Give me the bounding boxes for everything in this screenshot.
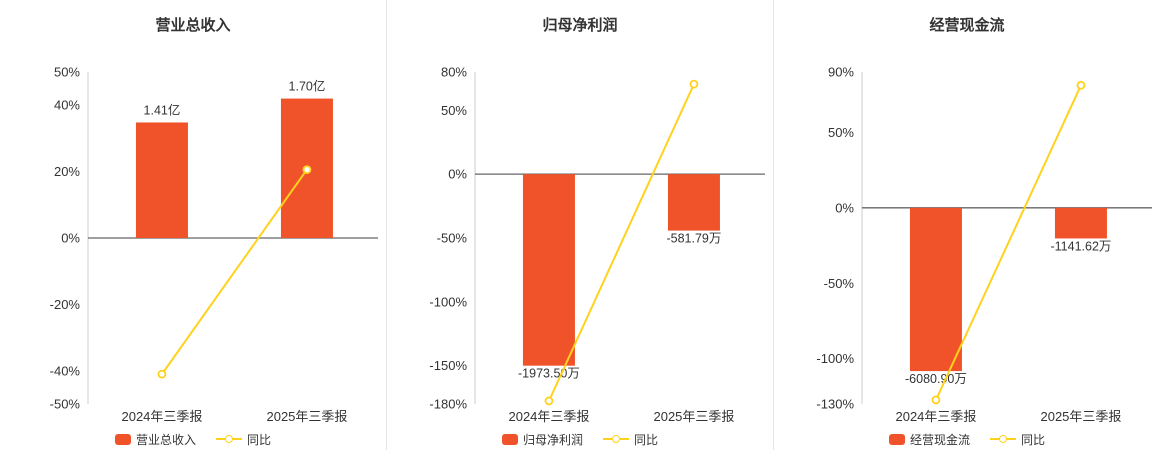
y-tick-label: 0% bbox=[448, 167, 467, 182]
yoy-point-marker[interactable] bbox=[302, 165, 312, 175]
bar-swatch-icon bbox=[501, 433, 518, 445]
y-tick-label: 50% bbox=[54, 65, 80, 80]
bar-swatch-icon bbox=[888, 433, 905, 445]
bar-value-label: -581.79万 bbox=[666, 232, 721, 246]
y-tick-label: -50% bbox=[50, 397, 81, 412]
yoy-point-marker[interactable] bbox=[544, 396, 554, 406]
net-profit-chart: 80% 50% 0% -50% -100% -150% -180% -1973.50万 -581… bbox=[429, 65, 765, 424]
legend-item-bar-series[interactable]: 归母净利润 bbox=[501, 431, 583, 448]
bar-2024年三季报[interactable] bbox=[522, 174, 575, 366]
bar-value-label: 1.41亿 bbox=[144, 102, 181, 117]
y-tick-label: -20% bbox=[50, 297, 81, 312]
legend-label: 归母净利润 bbox=[522, 432, 583, 447]
chart-title: 经营现金流 bbox=[929, 17, 1005, 34]
x-category-label: 2024年三季报 bbox=[121, 409, 202, 424]
legend: 营业总收入 同比 bbox=[0, 429, 386, 449]
bar-value-label: -6080.90万 bbox=[905, 372, 967, 386]
y-tick-label: -130% bbox=[816, 397, 854, 412]
x-category-label: 2025年三季报 bbox=[266, 409, 347, 424]
bar-value-label: 1.70亿 bbox=[289, 79, 326, 94]
x-category-label: 2025年三季报 bbox=[653, 409, 734, 424]
yoy-point-marker[interactable] bbox=[931, 395, 941, 405]
panel-operating-cash-flow: 经营现金流 90% 50% 0% -50% -100% -130% -6080.90万 -11… bbox=[773, 0, 1160, 450]
bar-2024年三季报[interactable] bbox=[909, 207, 962, 372]
y-tick-label: 80% bbox=[441, 65, 467, 80]
line-circle-marker-icon bbox=[216, 438, 242, 440]
bar-value-label: -1973.50万 bbox=[518, 367, 580, 381]
y-tick-label: 40% bbox=[54, 98, 80, 113]
legend-label: 营业总收入 bbox=[135, 432, 196, 447]
chart-title: 营业总收入 bbox=[155, 17, 231, 34]
operating-revenue-chart: 50% 40% 20% 0% -20% -40% -50% 1.41亿 1.70亿 2024年三季… bbox=[50, 65, 378, 424]
y-tick-label: -100% bbox=[816, 351, 854, 366]
yoy-line[interactable] bbox=[161, 169, 308, 375]
y-tick-label: -100% bbox=[429, 294, 467, 309]
legend-label: 同比 bbox=[1021, 432, 1046, 447]
yoy-point-marker[interactable] bbox=[1076, 80, 1086, 90]
y-tick-label: 20% bbox=[54, 164, 80, 179]
y-tick-label: -40% bbox=[50, 363, 81, 378]
legend-item-line-series[interactable]: 同比 bbox=[603, 431, 658, 448]
y-tick-label: -50% bbox=[437, 231, 468, 246]
line-circle-marker-icon bbox=[990, 438, 1016, 440]
legend-label: 同比 bbox=[634, 432, 659, 447]
legend-item-bar-series[interactable]: 营业总收入 bbox=[114, 431, 196, 448]
line-circle-marker-icon bbox=[603, 438, 629, 440]
y-tick-label: 0% bbox=[835, 200, 854, 215]
panel-operating-revenue: 营业总收入 50% 40% 20% 0% -20% -40% -50% 1.41亿 1.70亿 2… bbox=[0, 0, 386, 450]
legend-item-bar-series[interactable]: 经营现金流 bbox=[888, 431, 970, 448]
yoy-line[interactable] bbox=[935, 84, 1082, 401]
operating-cash-flow-chart: 90% 50% 0% -50% -100% -130% -6080.90万 -1141.62万… bbox=[816, 65, 1152, 424]
y-tick-label: -50% bbox=[824, 276, 855, 291]
yoy-line[interactable] bbox=[548, 83, 695, 402]
bar-2024年三季报[interactable] bbox=[135, 122, 188, 238]
legend-label: 同比 bbox=[247, 432, 272, 447]
yoy-point-marker[interactable] bbox=[157, 369, 167, 379]
legend-item-line-series[interactable]: 同比 bbox=[990, 431, 1045, 448]
x-category-label: 2024年三季报 bbox=[895, 409, 976, 424]
bar-value-label: -1141.62万 bbox=[1050, 239, 1111, 253]
bar-swatch-icon bbox=[114, 433, 131, 445]
yoy-point-marker[interactable] bbox=[689, 79, 699, 89]
legend-item-line-series[interactable]: 同比 bbox=[216, 431, 271, 448]
legend: 归母净利润 同比 bbox=[387, 429, 773, 449]
y-tick-label: -150% bbox=[429, 358, 467, 373]
legend: 经营现金流 同比 bbox=[774, 429, 1160, 449]
bar-2025年三季报[interactable] bbox=[667, 174, 720, 231]
y-tick-label: 50% bbox=[441, 103, 467, 118]
legend-label: 经营现金流 bbox=[909, 432, 970, 447]
y-tick-label: -180% bbox=[429, 397, 467, 412]
chart-title: 归母净利润 bbox=[542, 17, 618, 34]
x-category-label: 2024年三季报 bbox=[508, 409, 589, 424]
panel-net-profit: 归母净利润 80% 50% 0% -50% -100% -150% -180% -1973.5… bbox=[386, 0, 773, 450]
y-tick-label: 50% bbox=[828, 125, 854, 140]
bar-2025年三季报[interactable] bbox=[1054, 207, 1107, 239]
x-category-label: 2025年三季报 bbox=[1040, 409, 1121, 424]
y-tick-label: 90% bbox=[828, 65, 854, 80]
y-tick-label: 0% bbox=[61, 231, 80, 246]
